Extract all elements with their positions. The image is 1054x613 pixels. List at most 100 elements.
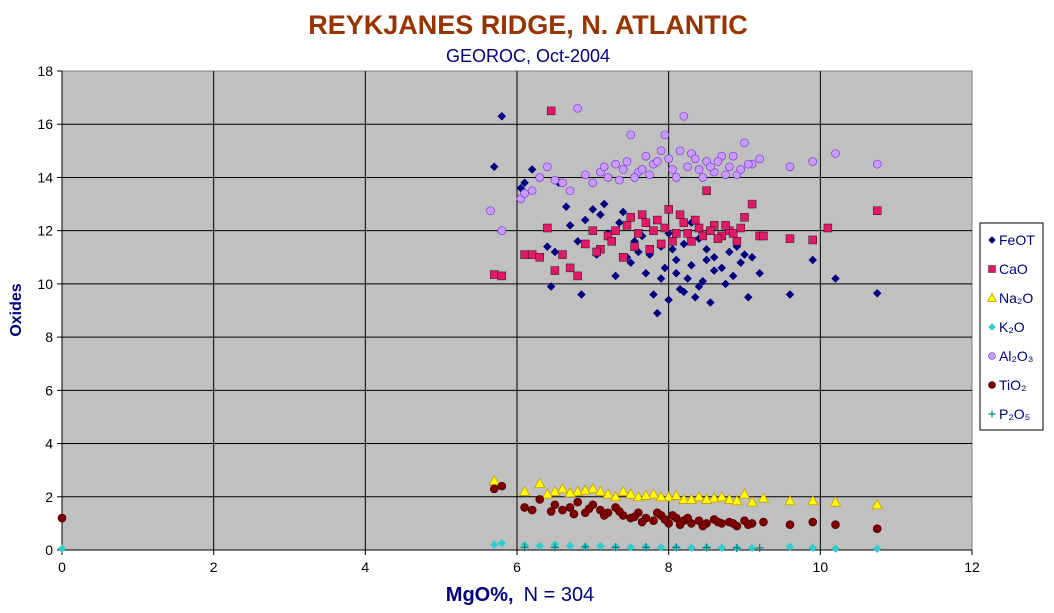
point-na2o (716, 490, 728, 502)
legend-marker-al2o3 (988, 352, 996, 360)
point-al2o3 (740, 138, 749, 148)
point-feot (687, 260, 696, 270)
legend-label-tio2: TiO₂ (999, 377, 1026, 393)
point-al2o3 (543, 162, 552, 172)
point-feot (550, 247, 560, 257)
point-feot (702, 244, 711, 254)
point-na2o (700, 493, 713, 504)
point-tio2 (550, 500, 560, 510)
point-feot (709, 266, 719, 275)
point-cao (626, 213, 635, 222)
y-tick-label: 4 (45, 436, 53, 452)
point-feot (747, 252, 757, 262)
point-al2o3 (630, 173, 639, 182)
point-al2o3 (671, 173, 681, 182)
point-p2o5 (672, 543, 681, 552)
point-al2o3 (626, 130, 636, 140)
point-na2o (518, 485, 531, 496)
point-p2o5 (520, 543, 529, 552)
point-feot (649, 290, 658, 299)
point-feot (577, 290, 586, 299)
point-p2o5 (641, 543, 650, 552)
point-feot (728, 271, 738, 281)
x-tick-label: 12 (964, 559, 980, 575)
point-feot (755, 268, 765, 278)
point-feot (785, 290, 795, 299)
point-feot (683, 274, 692, 283)
legend-label-k2o: K₂O (999, 319, 1025, 335)
point-p2o5 (702, 543, 711, 552)
point-na2o (807, 494, 819, 506)
point-cao (543, 223, 552, 233)
point-feot (694, 282, 704, 291)
point-cao (759, 231, 768, 241)
point-cao (546, 106, 556, 116)
point-na2o (738, 488, 751, 499)
point-cao (691, 215, 700, 225)
point-p2o5 (611, 543, 620, 552)
point-cao (641, 218, 651, 227)
point-cao (565, 263, 575, 273)
point-al2o3 (660, 130, 670, 140)
point-na2o (534, 477, 546, 488)
point-al2o3 (652, 157, 662, 166)
point-p2o5 (581, 542, 590, 551)
grid-lines (62, 71, 972, 550)
series-cao (490, 106, 882, 281)
point-al2o3 (535, 173, 545, 182)
point-tio2 (660, 515, 670, 524)
point-na2o (708, 492, 720, 503)
data-marks (57, 103, 883, 554)
point-feot (652, 308, 662, 318)
point-feot (588, 205, 598, 214)
point-tio2 (759, 517, 768, 527)
point-k2o (808, 543, 818, 553)
point-feot (724, 247, 734, 257)
series-k2o (57, 538, 882, 554)
point-al2o3 (527, 186, 537, 196)
point-cao (622, 221, 632, 230)
point-al2o3 (679, 111, 689, 121)
point-cao (823, 223, 833, 233)
point-tio2 (546, 507, 556, 516)
point-al2o3 (656, 146, 666, 156)
series-feot (489, 111, 882, 318)
point-cao (607, 237, 616, 246)
point-p2o5 (732, 543, 741, 552)
point-al2o3 (690, 154, 700, 164)
point-p2o5 (755, 543, 764, 552)
point-al2o3 (637, 165, 647, 174)
legend-marker-feot (988, 236, 996, 244)
legend-marker-p2o5 (988, 410, 996, 418)
point-na2o (549, 485, 561, 496)
point-tio2 (698, 521, 708, 531)
point-k2o (497, 538, 507, 548)
point-cao (581, 239, 590, 249)
point-tio2 (785, 520, 795, 530)
point-k2o (747, 543, 757, 553)
point-tio2 (584, 504, 594, 514)
point-cao (660, 223, 670, 233)
point-k2o (872, 544, 882, 554)
point-al2o3 (599, 162, 609, 172)
legend: FeOT CaO Na₂O K₂O Al₂O₃ TiO₂ P₂O₅ (979, 222, 1044, 431)
point-al2o3 (675, 146, 685, 156)
y-tick-label: 18 (37, 63, 53, 79)
point-tio2 (565, 503, 575, 512)
legend-marker-na2o (986, 292, 998, 302)
point-feot (542, 242, 552, 251)
point-cao (497, 271, 507, 281)
point-cao (668, 237, 677, 246)
point-cao (747, 199, 757, 209)
point-al2o3 (615, 175, 624, 185)
point-feot (520, 178, 529, 188)
point-na2o (693, 490, 705, 502)
point-p2o5 (550, 543, 559, 552)
point-tio2 (527, 505, 537, 515)
point-k2o (656, 542, 666, 552)
point-cao (698, 231, 707, 241)
point-cao (785, 234, 795, 243)
point-tio2 (573, 497, 582, 507)
point-cao (728, 229, 738, 238)
point-feot (626, 258, 636, 267)
